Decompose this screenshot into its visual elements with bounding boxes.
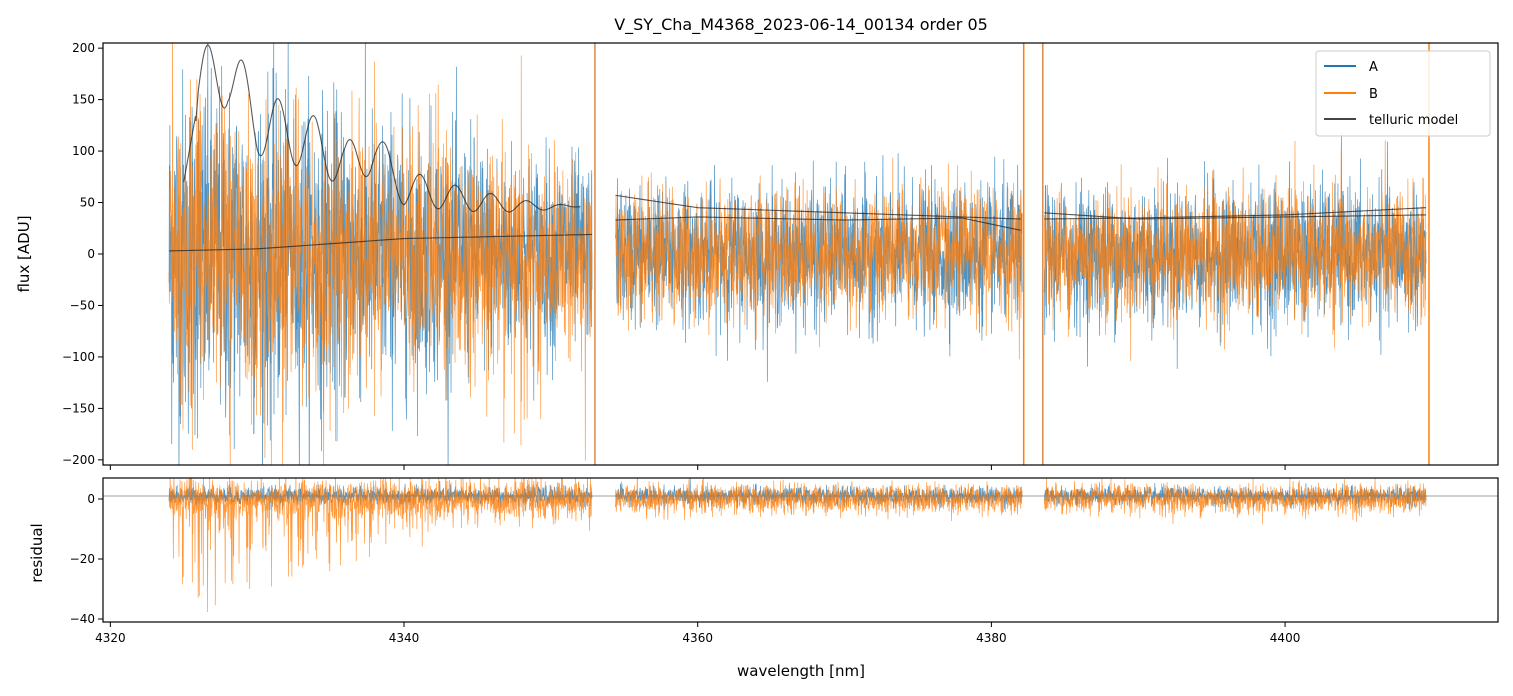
- x-tick-label: 4380: [976, 631, 1007, 645]
- y-tick-label: 200: [72, 41, 95, 55]
- y-tick-label: −200: [62, 453, 95, 467]
- x-axis-label: wavelength [nm]: [737, 662, 865, 680]
- y-tick-label: 0: [87, 492, 95, 506]
- legend: A B telluric model: [1315, 50, 1491, 137]
- telluric-model-line: [183, 44, 1427, 220]
- flux-panel: −200 −150 −100 −50 0 50 100 150 200 flux [ADU] A…: [15, 41, 1499, 470]
- y-tick-label: 50: [80, 196, 95, 210]
- y-tick-label: −50: [70, 298, 95, 312]
- telluric-model-line: [169, 212, 1427, 252]
- y-tick-label: 0: [87, 247, 95, 261]
- x-tick-label: 4360: [682, 631, 713, 645]
- x-tick-label: 4400: [1270, 631, 1301, 645]
- y-tick-label: −40: [70, 612, 95, 626]
- residual-panel-frame: [102, 477, 1499, 623]
- series-b-line: [168, 43, 1427, 465]
- x-tick-label: 4320: [95, 631, 126, 645]
- residual-axis-label: residual: [28, 523, 46, 582]
- residual-panel: −40 −20 0 4320 4340 4360 4380 4400 residual wa…: [28, 477, 1499, 680]
- legend-label-telluric: telluric model: [1369, 113, 1458, 128]
- legend-label-b: B: [1369, 87, 1378, 102]
- y-tick-label: −20: [70, 552, 95, 566]
- y-tick-label: −100: [62, 350, 95, 364]
- y-tick-label: 150: [72, 93, 95, 107]
- chart-title: V_SY_Cha_M4368_2023-06-14_00134 order 05: [614, 15, 988, 35]
- series-b-line: [168, 478, 1427, 613]
- x-tick-label: 4340: [389, 631, 420, 645]
- y-tick-label: −150: [62, 401, 95, 415]
- legend-label-a: A: [1369, 60, 1378, 75]
- legend-frame: [1315, 50, 1491, 137]
- flux-axis-label: flux [ADU]: [15, 215, 33, 292]
- y-tick-label: 100: [72, 144, 95, 158]
